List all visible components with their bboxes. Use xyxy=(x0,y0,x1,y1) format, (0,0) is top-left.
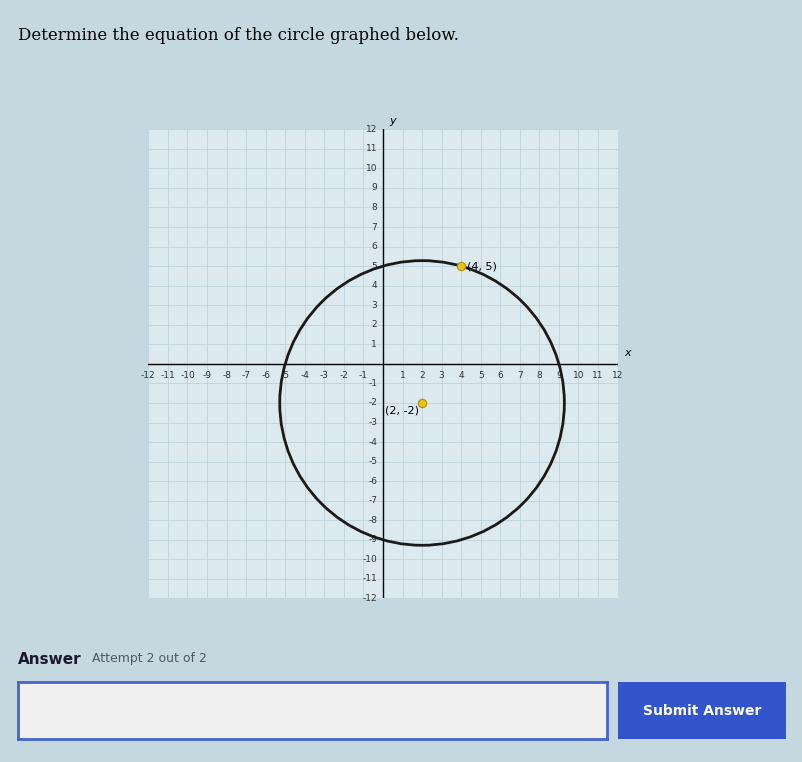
Text: 5: 5 xyxy=(371,261,377,271)
Text: -5: -5 xyxy=(368,457,377,466)
Text: 6: 6 xyxy=(497,370,503,379)
Text: -1: -1 xyxy=(359,370,368,379)
Text: 9: 9 xyxy=(371,184,377,193)
Text: -2: -2 xyxy=(368,399,377,408)
Text: -3: -3 xyxy=(368,418,377,427)
Text: Answer: Answer xyxy=(18,652,81,667)
Text: y: y xyxy=(389,117,395,126)
Text: Submit Answer: Submit Answer xyxy=(642,703,761,718)
Text: -1: -1 xyxy=(368,379,377,388)
Text: Determine the equation of the circle graphed below.: Determine the equation of the circle gra… xyxy=(18,27,459,43)
Text: 8: 8 xyxy=(537,370,542,379)
Text: -6: -6 xyxy=(261,370,270,379)
Text: 8: 8 xyxy=(371,203,377,212)
Text: -6: -6 xyxy=(368,477,377,485)
Text: -4: -4 xyxy=(300,370,310,379)
Text: 7: 7 xyxy=(371,223,377,232)
Text: (4, 5): (4, 5) xyxy=(467,261,497,271)
Text: -4: -4 xyxy=(368,437,377,447)
Text: 9: 9 xyxy=(556,370,561,379)
Text: 3: 3 xyxy=(439,370,444,379)
Text: Attempt 2 out of 2: Attempt 2 out of 2 xyxy=(92,652,207,664)
Text: -9: -9 xyxy=(203,370,212,379)
Text: -11: -11 xyxy=(160,370,176,379)
Text: -7: -7 xyxy=(368,496,377,505)
Text: 11: 11 xyxy=(592,370,604,379)
Text: 1: 1 xyxy=(399,370,405,379)
Text: 7: 7 xyxy=(517,370,523,379)
Text: 10: 10 xyxy=(573,370,584,379)
Text: -12: -12 xyxy=(363,594,377,603)
Text: 11: 11 xyxy=(366,144,377,153)
Text: 3: 3 xyxy=(371,301,377,309)
Text: 4: 4 xyxy=(458,370,464,379)
Text: -11: -11 xyxy=(363,575,377,584)
Text: 10: 10 xyxy=(366,164,377,173)
Text: 2: 2 xyxy=(371,320,377,329)
Text: 2: 2 xyxy=(419,370,425,379)
Text: -12: -12 xyxy=(141,370,156,379)
Text: 12: 12 xyxy=(612,370,623,379)
Text: -10: -10 xyxy=(363,555,377,564)
Text: -9: -9 xyxy=(368,535,377,544)
Text: -7: -7 xyxy=(241,370,250,379)
Text: 6: 6 xyxy=(371,242,377,251)
Text: (2, -2): (2, -2) xyxy=(385,406,419,416)
Text: 4: 4 xyxy=(371,281,377,290)
Text: x: x xyxy=(624,348,630,358)
Text: 5: 5 xyxy=(478,370,484,379)
Text: 12: 12 xyxy=(366,125,377,134)
Text: -5: -5 xyxy=(281,370,290,379)
Text: 1: 1 xyxy=(371,340,377,349)
Text: -2: -2 xyxy=(339,370,348,379)
Text: -8: -8 xyxy=(222,370,231,379)
Text: -10: -10 xyxy=(180,370,195,379)
Text: -3: -3 xyxy=(320,370,329,379)
Text: -8: -8 xyxy=(368,516,377,525)
